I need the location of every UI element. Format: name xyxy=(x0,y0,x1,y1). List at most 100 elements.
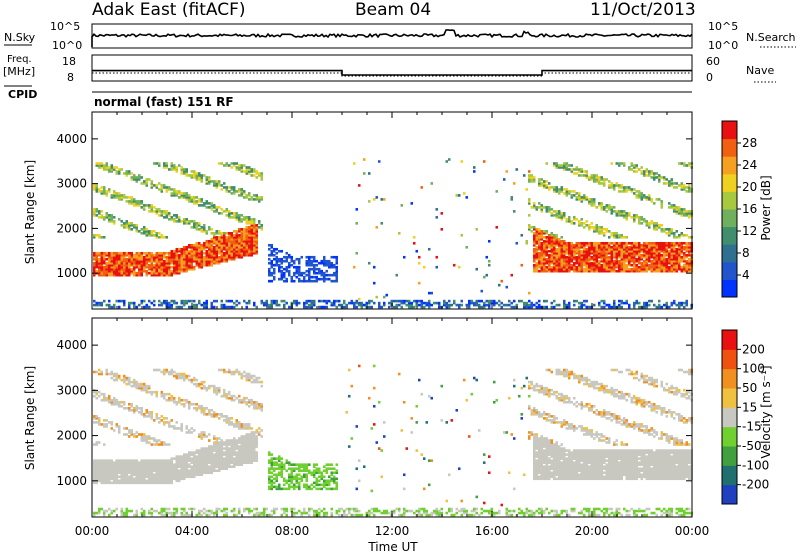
heatmap-cell xyxy=(210,257,213,261)
heatmap-cell xyxy=(108,513,111,517)
heatmap-cell xyxy=(610,253,613,257)
heatmap-cell xyxy=(113,190,116,193)
heatmap-cell xyxy=(130,257,133,261)
heatmap-cell xyxy=(313,271,316,275)
heatmap-cell xyxy=(113,251,116,255)
heatmap-cell xyxy=(638,168,641,171)
heatmap-cell xyxy=(168,265,171,269)
heatmap-cell xyxy=(570,190,573,193)
heatmap-cell xyxy=(240,243,243,247)
heatmap-cell xyxy=(603,182,606,185)
heatmap-cell xyxy=(200,404,203,408)
heatmap-cell xyxy=(533,247,536,251)
heatmap-cell xyxy=(448,299,451,303)
heatmap-cell xyxy=(308,305,311,309)
heatmap-cell xyxy=(210,303,213,307)
heatmap-cell xyxy=(135,204,138,207)
heatmap-cell xyxy=(95,441,98,444)
heatmap-cell xyxy=(163,251,166,255)
heatmap-cell xyxy=(673,257,676,261)
heatmap-cell xyxy=(208,451,211,454)
heatmap-cell xyxy=(225,463,228,466)
heatmap-cell xyxy=(163,164,166,167)
heatmap-cell xyxy=(230,255,233,259)
heatmap-cell xyxy=(118,263,121,267)
heatmap-cell xyxy=(530,176,533,179)
heatmap-cell xyxy=(270,253,273,257)
heatmap-cell xyxy=(205,182,208,185)
heatmap-cell xyxy=(225,241,228,245)
heatmap-cell xyxy=(218,469,221,473)
heatmap-cell xyxy=(583,299,586,303)
heatmap-cell xyxy=(538,245,541,249)
heatmap-cell xyxy=(203,469,206,473)
heatmap-cell xyxy=(203,303,206,307)
heatmap-cell xyxy=(230,239,233,243)
heatmap-cell xyxy=(223,463,226,466)
heatmap-cell xyxy=(533,251,536,255)
heatmap-cell xyxy=(270,261,273,265)
heatmap-cell xyxy=(528,226,531,229)
heatmap-cell xyxy=(680,214,683,217)
heatmap-cell xyxy=(128,471,131,475)
heatmap-cell xyxy=(100,392,103,396)
heatmap-cell xyxy=(105,192,108,195)
heatmap-cell xyxy=(198,172,201,175)
heatmap-cell xyxy=(198,511,201,515)
heatmap-cell xyxy=(113,271,116,275)
heatmap-cell xyxy=(688,190,691,193)
heatmap-cell xyxy=(233,447,236,450)
heatmap-cell xyxy=(193,475,196,479)
heatmap-cell xyxy=(215,509,218,513)
heatmap-cell xyxy=(678,184,681,187)
heatmap-cell xyxy=(243,164,246,167)
heatmap-cell xyxy=(303,303,306,307)
heatmap-cell xyxy=(130,200,133,203)
heatmap-cell xyxy=(288,253,291,257)
heatmap-cell xyxy=(650,255,653,259)
heatmap-cell xyxy=(555,251,558,255)
heatmap-cell xyxy=(183,471,186,475)
heatmap-cell xyxy=(143,471,146,475)
heatmap-cell xyxy=(613,251,616,255)
heatmap-cell xyxy=(135,406,138,410)
heatmap-cell xyxy=(680,233,683,237)
heatmap-cell xyxy=(528,176,531,179)
heatmap-cell xyxy=(643,301,646,305)
heatmap-cell xyxy=(608,265,611,269)
heatmap-cell xyxy=(678,249,681,253)
heatmap-cell xyxy=(245,222,248,225)
heatmap-cell xyxy=(133,303,136,307)
heatmap-cell xyxy=(200,226,203,229)
heatmap-cell xyxy=(605,204,608,207)
heatmap-cell xyxy=(118,427,121,430)
heatmap-cell xyxy=(575,251,578,255)
heatmap-cell xyxy=(585,251,588,255)
heatmap-cell xyxy=(168,186,171,189)
heatmap-cell xyxy=(550,237,553,241)
heatmap-cell xyxy=(228,251,231,255)
heatmap-cell xyxy=(140,437,143,440)
heatmap-cell xyxy=(118,402,121,406)
heatmap-cell xyxy=(125,378,128,382)
heatmap-cell xyxy=(570,168,573,171)
heatmap-cell xyxy=(250,235,253,239)
heatmap-cell xyxy=(575,259,578,263)
heatmap-cell xyxy=(210,237,213,241)
heatmap-cell xyxy=(180,473,183,477)
heatmap-cell xyxy=(105,261,108,265)
heatmap-cell xyxy=(155,459,158,462)
heatmap-cell xyxy=(543,267,546,271)
heatmap-cell xyxy=(133,257,136,261)
heatmap-cell xyxy=(275,255,278,259)
heatmap-cell xyxy=(298,267,301,271)
heatmap-cell xyxy=(173,271,176,275)
heatmap-cell xyxy=(618,190,621,193)
heatmap-cell xyxy=(233,509,236,513)
heatmap-cell xyxy=(170,477,173,481)
heatmap-cell xyxy=(215,392,218,396)
heatmap-cell xyxy=(218,231,221,235)
heatmap-cell xyxy=(190,467,193,471)
heatmap-cell xyxy=(163,392,166,396)
heatmap-cell xyxy=(198,263,201,267)
